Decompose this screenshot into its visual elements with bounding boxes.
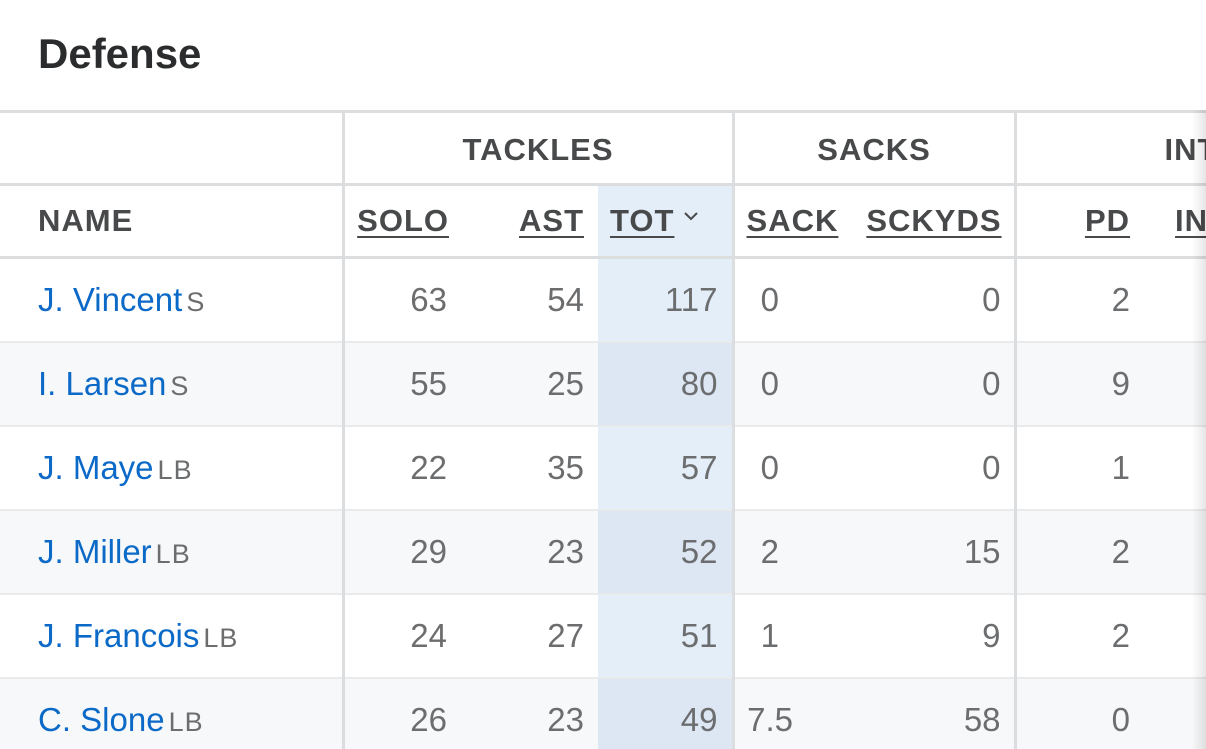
int-cell [1140,509,1206,595]
chevron-down-icon[interactable] [684,209,699,223]
player-cell: J. Vincent S [0,257,345,343]
int-cell [1140,593,1206,679]
sckyds-cell: 58 [851,677,1017,749]
pd-cell: 9 [1015,341,1141,427]
column-header-tot-label[interactable]: TOT [610,203,675,238]
pd-cell: 2 [1015,509,1141,595]
column-header-solo-label[interactable]: SOLO [357,203,449,238]
solo-cell: 29 [343,509,475,595]
solo-cell: 22 [343,425,475,511]
table-row: J. Miller LB 29 23 52 2 15 2 [0,509,1206,595]
tot-cell: 80 [598,341,735,427]
player-link[interactable]: C. Slone [38,700,165,738]
tot-cell: 117 [598,257,735,343]
solo-cell: 55 [343,341,475,427]
player-link[interactable]: J. Miller [38,532,152,570]
table-row: J. Francois LB 24 27 51 1 9 2 [0,593,1206,679]
ast-cell: 27 [475,593,598,679]
column-header-sack-label[interactable]: SACK [746,203,839,238]
group-header-sacks: SACKS [733,110,1017,186]
ast-cell: 54 [475,257,598,343]
player-link[interactable]: J. Maye [38,448,154,486]
player-position: LB [203,622,239,653]
player-position: LB [155,538,191,569]
column-header-name: NAME [0,184,345,259]
player-cell: J. Maye LB [0,425,345,511]
group-header-tackles: TACKLES [343,110,735,186]
player-position: S [186,286,206,317]
player-link[interactable]: J. Francois [38,616,200,654]
column-header-int[interactable]: INT [1140,184,1206,259]
sack-cell: 0 [733,341,852,427]
table-row: J. Maye LB 22 35 57 0 0 1 [0,425,1206,511]
ast-cell: 25 [475,341,598,427]
solo-cell: 63 [343,257,475,343]
pd-cell: 2 [1015,257,1141,343]
table-row: J. Vincent S 63 54 117 0 0 2 [0,257,1206,343]
sckyds-cell: 0 [851,425,1017,511]
int-cell [1140,425,1206,511]
column-header-pd-label[interactable]: PD [1084,203,1131,238]
group-header-int: INT [1015,110,1206,186]
player-cell: J. Francois LB [0,593,345,679]
sack-cell: 0 [733,257,852,343]
column-header-ast-label[interactable]: AST [519,203,584,238]
int-cell [1140,677,1206,749]
sckyds-cell: 0 [851,257,1017,343]
solo-cell: 24 [343,593,475,679]
tot-cell: 57 [598,425,735,511]
column-header-pd[interactable]: PD [1015,184,1141,259]
player-cell: I. Larsen S [0,341,345,427]
player-position: LB [157,454,193,485]
column-header-tot[interactable]: TOT [598,184,735,259]
pd-cell: 2 [1015,593,1141,679]
sack-cell: 2 [733,509,852,595]
column-header-sckyds-label[interactable]: SCKYDS [866,203,1002,238]
column-header-sckyds[interactable]: SCKYDS [851,184,1017,259]
player-position: S [170,370,190,401]
ast-cell: 23 [475,509,598,595]
player-cell: C. Slone LB [0,677,345,749]
player-position: LB [168,706,204,737]
sack-cell: 0 [733,425,852,511]
sckyds-cell: 15 [851,509,1017,595]
table-row: C. Slone LB 26 23 49 7.5 58 0 [0,677,1206,749]
column-header-solo[interactable]: SOLO [343,184,475,259]
column-header-ast[interactable]: AST [475,184,598,259]
ast-cell: 23 [475,677,598,749]
pd-cell: 1 [1015,425,1141,511]
table-row: I. Larsen S 55 25 80 0 0 9 [0,341,1206,427]
int-cell [1140,341,1206,427]
sckyds-cell: 0 [851,341,1017,427]
sckyds-cell: 9 [851,593,1017,679]
sack-cell: 7.5 [733,677,852,749]
player-link[interactable]: I. Larsen [38,364,167,402]
sack-cell: 1 [733,593,852,679]
column-header-int-label[interactable]: INT [1175,203,1206,238]
pd-cell: 0 [1015,677,1141,749]
column-header-sack[interactable]: SACK [733,184,852,259]
tot-cell: 51 [598,593,735,679]
solo-cell: 26 [343,677,475,749]
player-link[interactable]: J. Vincent [38,280,183,318]
ast-cell: 35 [475,425,598,511]
tot-cell: 52 [598,509,735,595]
group-header-empty [0,110,345,186]
page-title: Defense [38,30,202,77]
tot-cell: 49 [598,677,735,749]
int-cell [1140,257,1206,343]
player-cell: J. Miller LB [0,509,345,595]
defense-stats-table: TACKLES SACKS INT NAME SOLO AST TOT SACK… [0,110,1206,749]
